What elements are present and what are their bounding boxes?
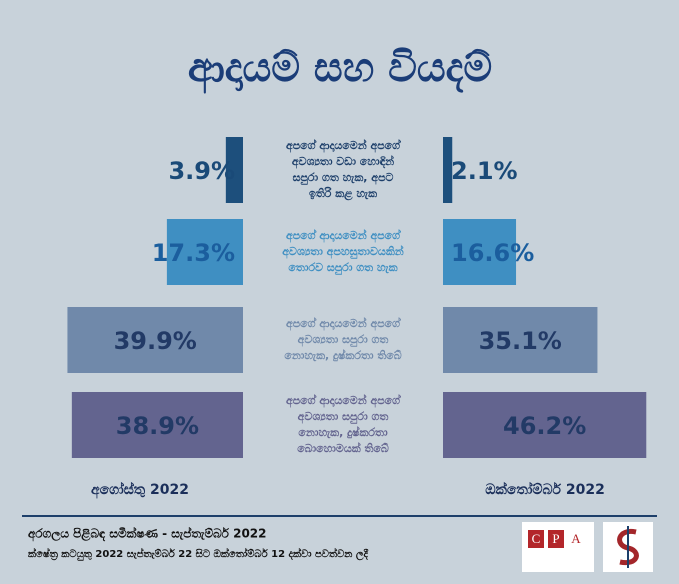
footer-line: ක්ෂේත්‍ර කටයුතු 2022 සැප්තැම්බර් 22 සිට …: [27, 547, 369, 561]
bar: [67, 307, 243, 373]
category-line: අපගේ ආදායමෙන් අපගේ: [286, 138, 402, 153]
category-line: නොහැක, දුෂ්කරතා තිබේ: [284, 348, 401, 362]
category-line: අවශ්‍යතා සපුරා ගත: [298, 410, 389, 424]
footer-line: අරගලය පිළිබඳ සමීක්ෂණ - සැප්තැම්බර් 2022: [28, 526, 267, 542]
bar: [443, 137, 453, 203]
category-line: නොහැක, දුෂ්කරතා: [298, 425, 388, 439]
category-line: බොහොමයක් තිබේ: [297, 441, 389, 455]
logo-letter: P: [552, 531, 559, 546]
category-label: අපගේ ආදායමෙන් අපගේ අවශ්‍යතා අපහසුතාවයකින්…: [282, 228, 404, 276]
bar: [71, 392, 243, 458]
bar: [225, 137, 243, 203]
bar: [166, 219, 243, 285]
bar: [443, 392, 647, 458]
category-line: අපගේ ආදායමෙන් අපගේ: [286, 393, 402, 408]
category-line: අපගේ ආදායමෙන් අපගේ: [286, 228, 402, 243]
bar: [443, 219, 517, 285]
logo-box: [548, 530, 564, 548]
logo-letter: C: [532, 531, 541, 546]
category-line: සපුරා ගත හැක, අපට: [293, 171, 394, 185]
category-line: අපගේ ආදායමෙන් අපගේ: [286, 316, 402, 331]
category-label: අපගේ ආදායමෙන් අපගේ අවශ්‍යතා සපුරා ගත නොහැක…: [284, 316, 401, 362]
category-label: අපගේ ආදායමෙන් අපගේ අවශ්‍යතා සපුරා ගත නොහැක…: [286, 393, 402, 455]
category-line: ඉතිරි කළ හැක: [309, 186, 377, 202]
category-line: අවශ්‍යතා අපහසුතාවයකින්: [282, 244, 404, 260]
value-label: 16.6%: [451, 239, 534, 267]
category-line: තොරව සපුරා ගත හැක: [288, 261, 397, 275]
bar: [443, 307, 598, 373]
value-label: 17.3%: [152, 239, 235, 267]
value-label: 39.9%: [114, 327, 197, 355]
legend-label: අගෝස්තු 2022: [91, 481, 189, 499]
value-label: 3.9%: [168, 157, 235, 185]
value-label: 46.2%: [503, 412, 586, 440]
value-label: 2.1%: [451, 157, 518, 185]
value-label: 38.9%: [116, 412, 199, 440]
category-label: අපගේ ආදායමෙන් අපගේ අවශ්‍යතා වඩා හොඳින් සපු…: [286, 138, 402, 202]
logo-letter: A: [571, 531, 581, 546]
logo-box: [528, 530, 544, 548]
value-label: 35.1%: [479, 327, 562, 355]
category-line: අවශ්‍යතා වඩා හොඳින්: [292, 154, 395, 169]
legend-label: ඔක්තෝම්බර් 2022: [485, 481, 605, 498]
category-line: අවශ්‍යතා සපුරා ගත: [298, 333, 389, 347]
title: ආදායම් සහ වියදම්: [188, 45, 492, 94]
